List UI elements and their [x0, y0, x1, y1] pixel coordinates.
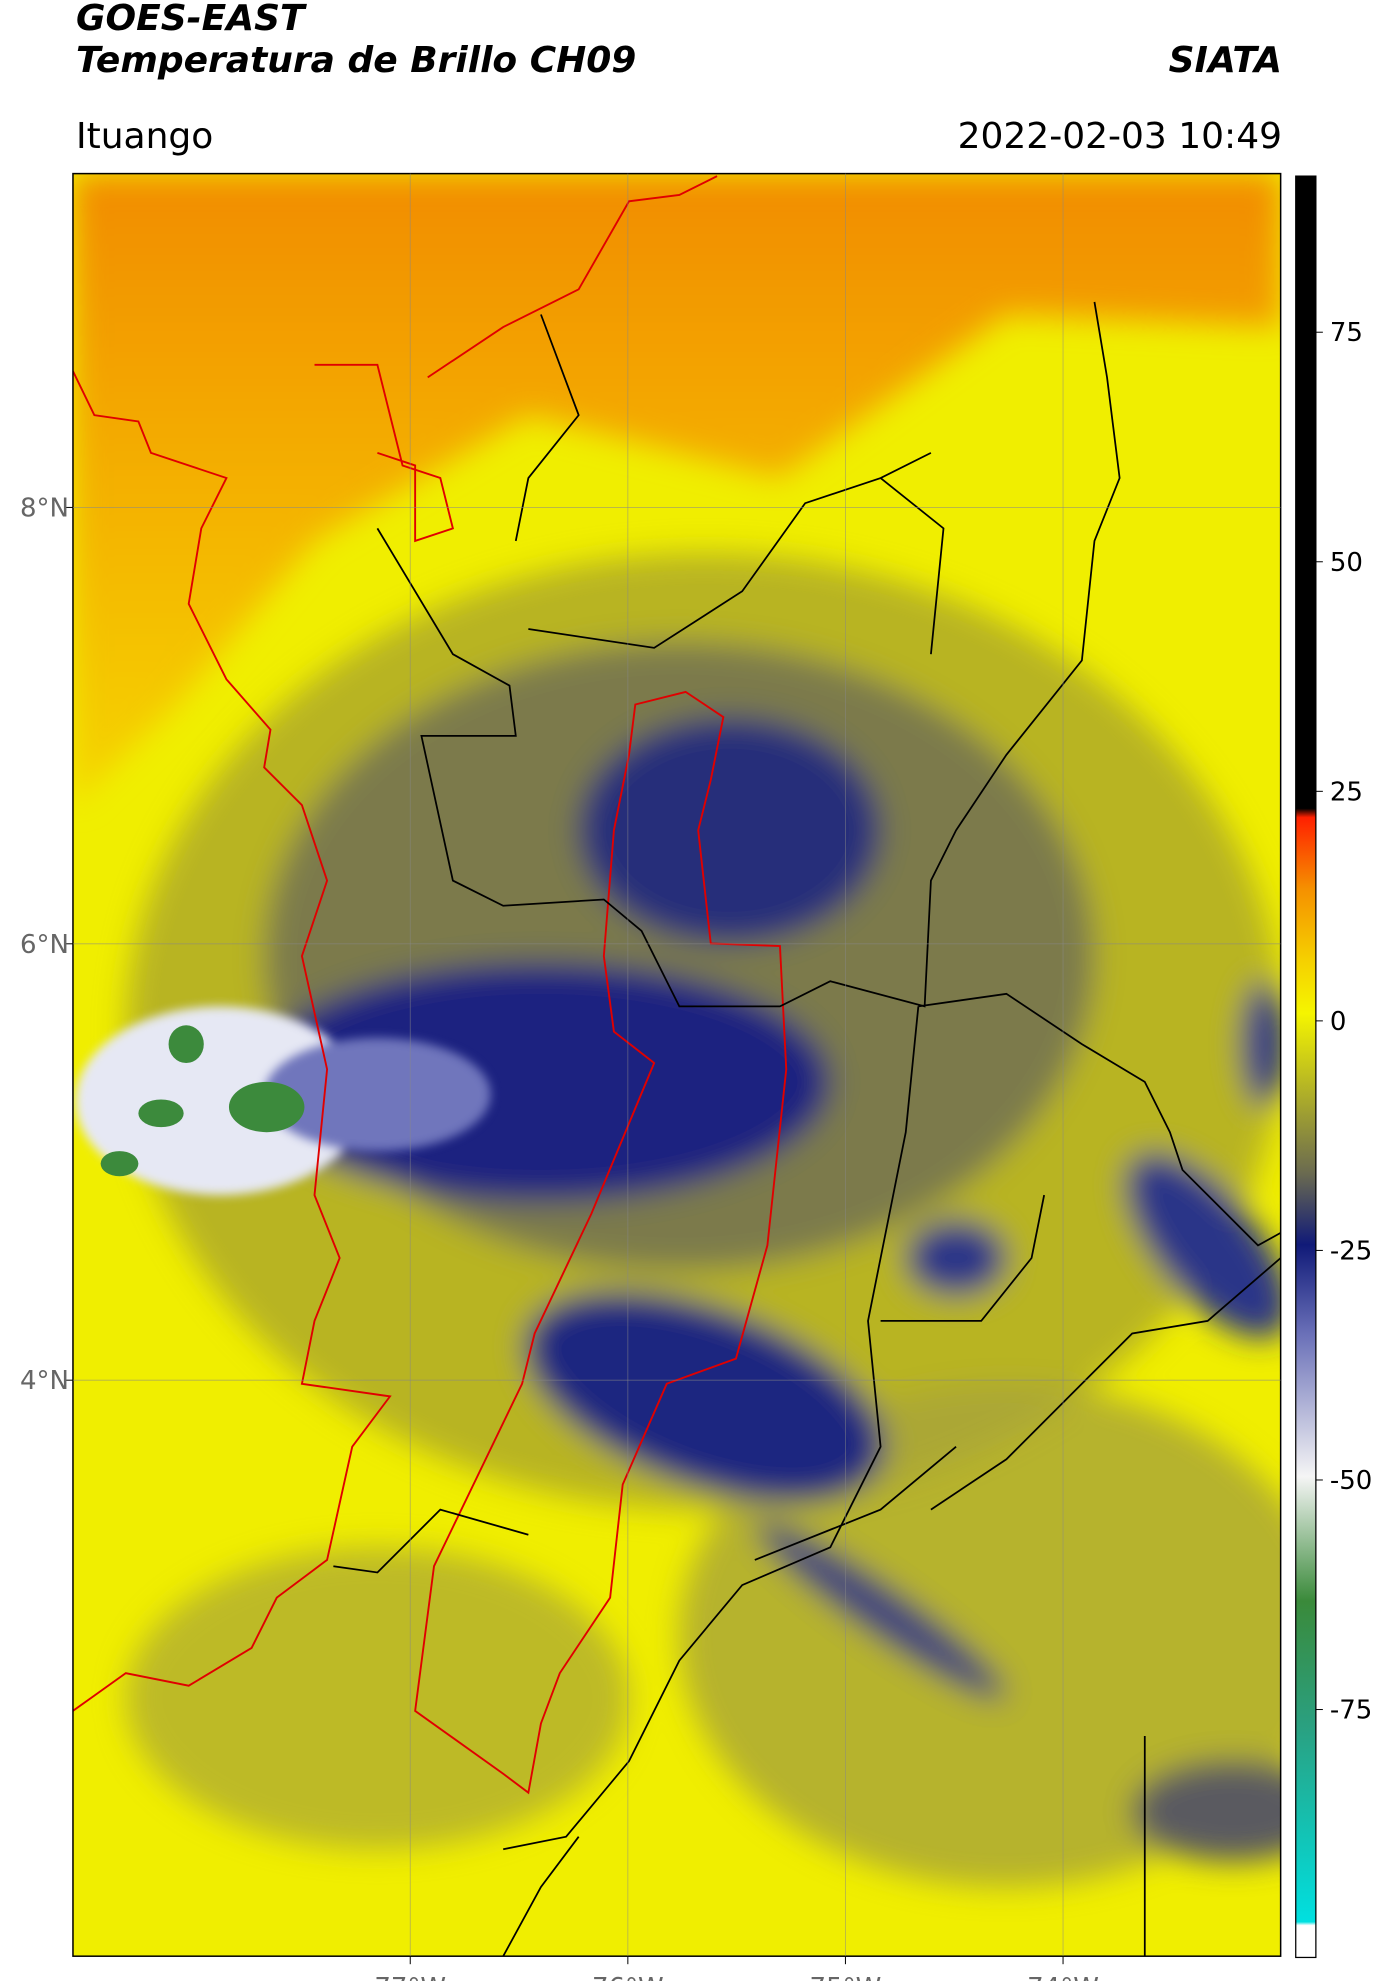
- title: GOES-EAST: [76, 0, 307, 39]
- colorbar-tick-label: 75: [1330, 318, 1363, 348]
- source: SIATA: [1169, 40, 1282, 81]
- y-tick-label: 8°N: [20, 493, 69, 523]
- y-tick-label: 4°N: [20, 1366, 69, 1396]
- colorbar-tick-label: 25: [1330, 777, 1363, 807]
- colorbar-tick-label: -50: [1330, 1466, 1372, 1496]
- satellite-image: [72, 173, 1281, 1957]
- x-tick-label: 75°W: [810, 1973, 882, 1981]
- colorbar-tick-label: -25: [1330, 1236, 1372, 1266]
- map-area: [72, 172, 1317, 1959]
- region: Ituango: [76, 116, 213, 157]
- map-frame: [72, 172, 1282, 1957]
- x-tick-label: 76°W: [592, 1973, 664, 1981]
- subtitle: Temperatura de Brillo CH09: [76, 40, 636, 81]
- colorbar: [1295, 175, 1317, 1959]
- datetime: 2022-02-03 10:49: [958, 116, 1282, 157]
- x-tick-label: 77°W: [374, 1973, 446, 1981]
- x-tick-label: 74°W: [1027, 1973, 1099, 1981]
- colorbar-tick-label: -75: [1330, 1696, 1372, 1726]
- y-tick-label: 6°N: [20, 930, 69, 960]
- colorbar-tick-label: 0: [1330, 1007, 1347, 1037]
- colorbar-tick-label: 50: [1330, 548, 1363, 578]
